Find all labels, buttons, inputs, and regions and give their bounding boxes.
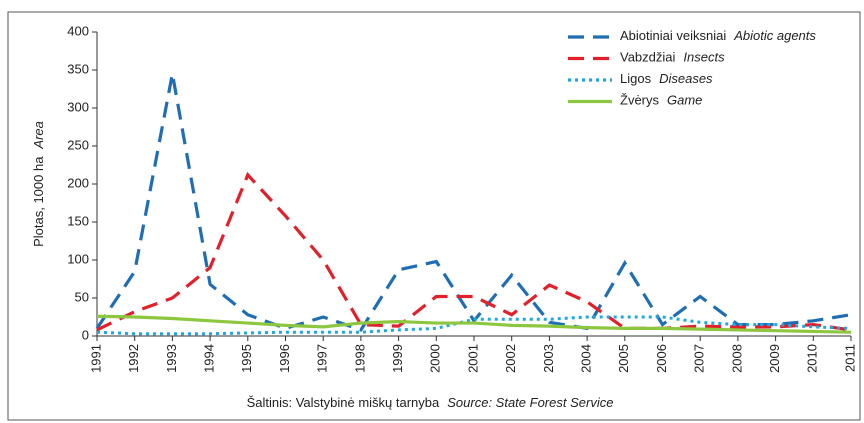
x-tick-label: 2003 [541, 344, 556, 373]
legend-name-en: Diseases [659, 71, 713, 86]
y-tick-label: 350 [67, 61, 89, 76]
source-en: Source: State Forest Service [447, 395, 613, 410]
legend-entry: Ligos Diseases [620, 71, 713, 86]
x-tick-label: 1997 [315, 344, 330, 373]
legend-name: Vabzdžiai [620, 50, 676, 65]
series-line [95, 73, 852, 332]
x-tick-label: 2008 [729, 344, 744, 373]
y-label-lt: Plotas, 1000 ha [31, 156, 46, 247]
y-tick-label: 250 [67, 137, 89, 152]
x-tick-label: 2007 [692, 344, 707, 373]
legend-name: Ligos [620, 71, 652, 86]
y-tick-label: 400 [67, 23, 89, 38]
y-axis-label: Plotas, 1000 ha Area [31, 121, 46, 247]
x-tick-label: 2009 [767, 344, 782, 373]
x-tick-label: 1999 [390, 344, 405, 373]
series-line [96, 171, 852, 332]
source-lt: Šaltinis: Valstybinė miškų tarnyba [247, 395, 440, 410]
x-tick-label: 1995 [239, 344, 254, 373]
y-tick-label: 150 [67, 213, 89, 228]
x-tick-label: 1998 [352, 344, 367, 373]
legend-entry: Žvėrys Game [620, 93, 702, 108]
x-tick-label: 2010 [805, 344, 820, 373]
y-tick-label: 200 [67, 175, 89, 190]
x-tick-label: 1991 [88, 344, 103, 373]
frame [7, 11, 861, 421]
y-tick-label: 100 [67, 251, 89, 266]
x-tick-label: 2000 [428, 344, 443, 373]
legend-name-en: Insects [683, 50, 725, 65]
legend-name: Abiotiniai veiksniai [620, 28, 726, 43]
legend-name-en: Abiotic agents [733, 28, 816, 43]
y-tick-label: 300 [67, 99, 89, 114]
y-tick-label: 0 [82, 327, 89, 342]
x-tick-label: 1992 [126, 344, 141, 373]
x-tick-label: 2011 [842, 344, 857, 372]
series-line [96, 315, 852, 336]
y-label-en: Area [31, 121, 46, 149]
series-line [96, 314, 852, 334]
legend-name: Žvėrys [620, 93, 660, 108]
x-tick-label: 1993 [164, 344, 179, 373]
y-tick-label: 50 [75, 289, 89, 304]
x-tick-label: 2006 [654, 344, 669, 373]
x-tick-label: 2004 [579, 344, 594, 373]
x-tick-label: 2001 [465, 344, 480, 373]
legend-entry: Vabzdžiai Insects [620, 50, 725, 65]
legend-entry: Abiotiniai veiksniai Abiotic agents [620, 28, 816, 43]
source: Šaltinis: Valstybinė miškų tarnyba Source… [247, 395, 614, 410]
x-tick-label: 2002 [503, 344, 518, 373]
legend-name-en: Game [667, 93, 702, 108]
x-tick-label: 2005 [616, 344, 631, 373]
x-tick-label: 1994 [202, 344, 217, 373]
x-tick-label: 1996 [277, 344, 292, 373]
